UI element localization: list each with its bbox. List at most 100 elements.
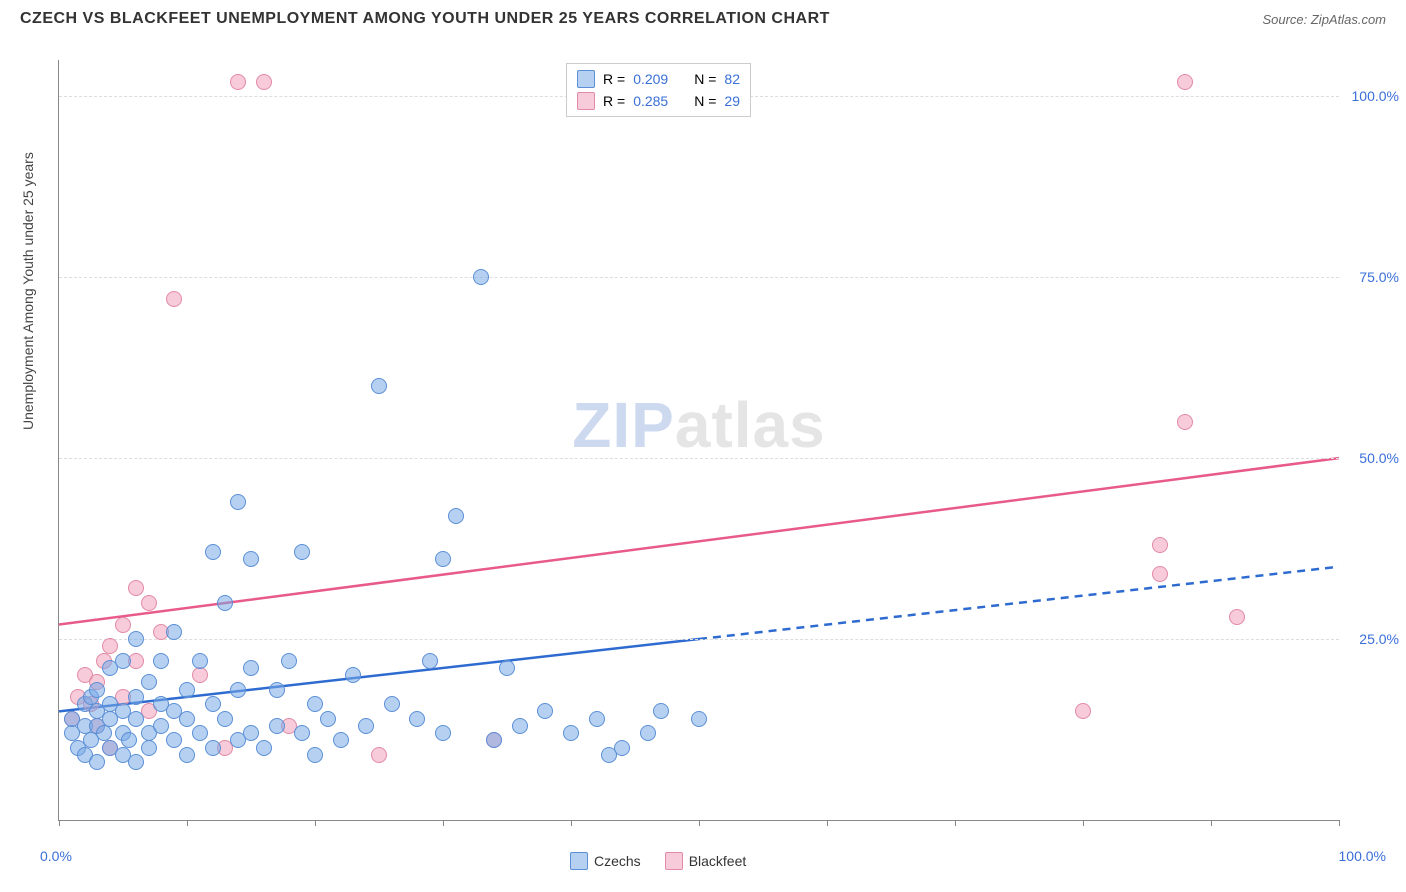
data-point (422, 653, 438, 669)
legend-item-blackfeet: Blackfeet (665, 852, 747, 870)
x-tick (699, 820, 700, 826)
data-point (128, 631, 144, 647)
gridline (59, 277, 1339, 278)
data-point (243, 551, 259, 567)
data-point (473, 269, 489, 285)
data-point (166, 732, 182, 748)
legend-stats: R = 0.209 N = 82 R = 0.285 N = 29 (566, 63, 751, 117)
trend-line (699, 567, 1339, 639)
r-label: R = (603, 68, 625, 90)
x-tick (315, 820, 316, 826)
data-point (192, 725, 208, 741)
y-tick-label: 75.0% (1359, 269, 1399, 285)
data-point (128, 711, 144, 727)
data-point (179, 682, 195, 698)
data-point (345, 667, 361, 683)
data-point (371, 747, 387, 763)
x-tick (187, 820, 188, 826)
data-point (217, 595, 233, 611)
data-point (653, 703, 669, 719)
data-point (691, 711, 707, 727)
x-tick (955, 820, 956, 826)
data-point (409, 711, 425, 727)
n-value-blackfeet: 29 (724, 90, 740, 112)
data-point (166, 291, 182, 307)
data-point (1177, 74, 1193, 90)
legend-stats-row-czechs: R = 0.209 N = 82 (577, 68, 740, 90)
data-point (589, 711, 605, 727)
data-point (435, 551, 451, 567)
data-point (205, 696, 221, 712)
data-point (89, 682, 105, 698)
data-point (153, 718, 169, 734)
swatch-czechs (577, 70, 595, 88)
y-axis-label: Unemployment Among Youth under 25 years (20, 152, 36, 430)
data-point (269, 682, 285, 698)
data-point (307, 747, 323, 763)
data-point (1152, 537, 1168, 553)
data-point (333, 732, 349, 748)
data-point (537, 703, 553, 719)
y-tick-label: 50.0% (1359, 450, 1399, 466)
data-point (1177, 414, 1193, 430)
data-point (256, 74, 272, 90)
data-point (294, 544, 310, 560)
n-value-czechs: 82 (724, 68, 740, 90)
data-point (435, 725, 451, 741)
x-tick (443, 820, 444, 826)
data-point (371, 378, 387, 394)
data-point (89, 754, 105, 770)
legend-label-czechs: Czechs (594, 853, 641, 869)
data-point (1075, 703, 1091, 719)
data-point (115, 617, 131, 633)
data-point (243, 725, 259, 741)
data-point (614, 740, 630, 756)
data-point (358, 718, 374, 734)
data-point (486, 732, 502, 748)
data-point (102, 638, 118, 654)
data-point (256, 740, 272, 756)
data-point (320, 711, 336, 727)
r-value-czechs: 0.209 (633, 68, 668, 90)
x-tick (571, 820, 572, 826)
legend-item-czechs: Czechs (570, 852, 641, 870)
r-label: R = (603, 90, 625, 112)
data-point (230, 682, 246, 698)
data-point (499, 660, 515, 676)
chart-source: Source: ZipAtlas.com (1262, 12, 1386, 27)
gridline (59, 639, 1339, 640)
plot-area: ZIPatlas 25.0%50.0%75.0%100.0% (58, 60, 1339, 821)
swatch-blackfeet (665, 852, 683, 870)
r-value-blackfeet: 0.285 (633, 90, 668, 112)
data-point (281, 653, 297, 669)
data-point (128, 754, 144, 770)
data-point (192, 653, 208, 669)
data-point (640, 725, 656, 741)
x-tick (827, 820, 828, 826)
data-point (141, 674, 157, 690)
data-point (192, 667, 208, 683)
data-point (179, 747, 195, 763)
x-tick (59, 820, 60, 826)
data-point (128, 580, 144, 596)
trend-lines-svg (59, 60, 1339, 820)
data-point (230, 74, 246, 90)
data-point (384, 696, 400, 712)
swatch-blackfeet (577, 92, 595, 110)
gridline (59, 458, 1339, 459)
data-point (230, 494, 246, 510)
data-point (205, 740, 221, 756)
data-point (128, 689, 144, 705)
x-axis-max-label: 100.0% (1339, 848, 1386, 864)
data-point (243, 660, 259, 676)
x-axis-min-label: 0.0% (40, 848, 72, 864)
n-label: N = (694, 90, 716, 112)
data-point (307, 696, 323, 712)
chart-title: CZECH VS BLACKFEET UNEMPLOYMENT AMONG YO… (20, 10, 830, 28)
y-tick-label: 100.0% (1352, 88, 1399, 104)
x-tick (1083, 820, 1084, 826)
data-point (115, 653, 131, 669)
data-point (563, 725, 579, 741)
x-tick (1211, 820, 1212, 826)
data-point (205, 544, 221, 560)
